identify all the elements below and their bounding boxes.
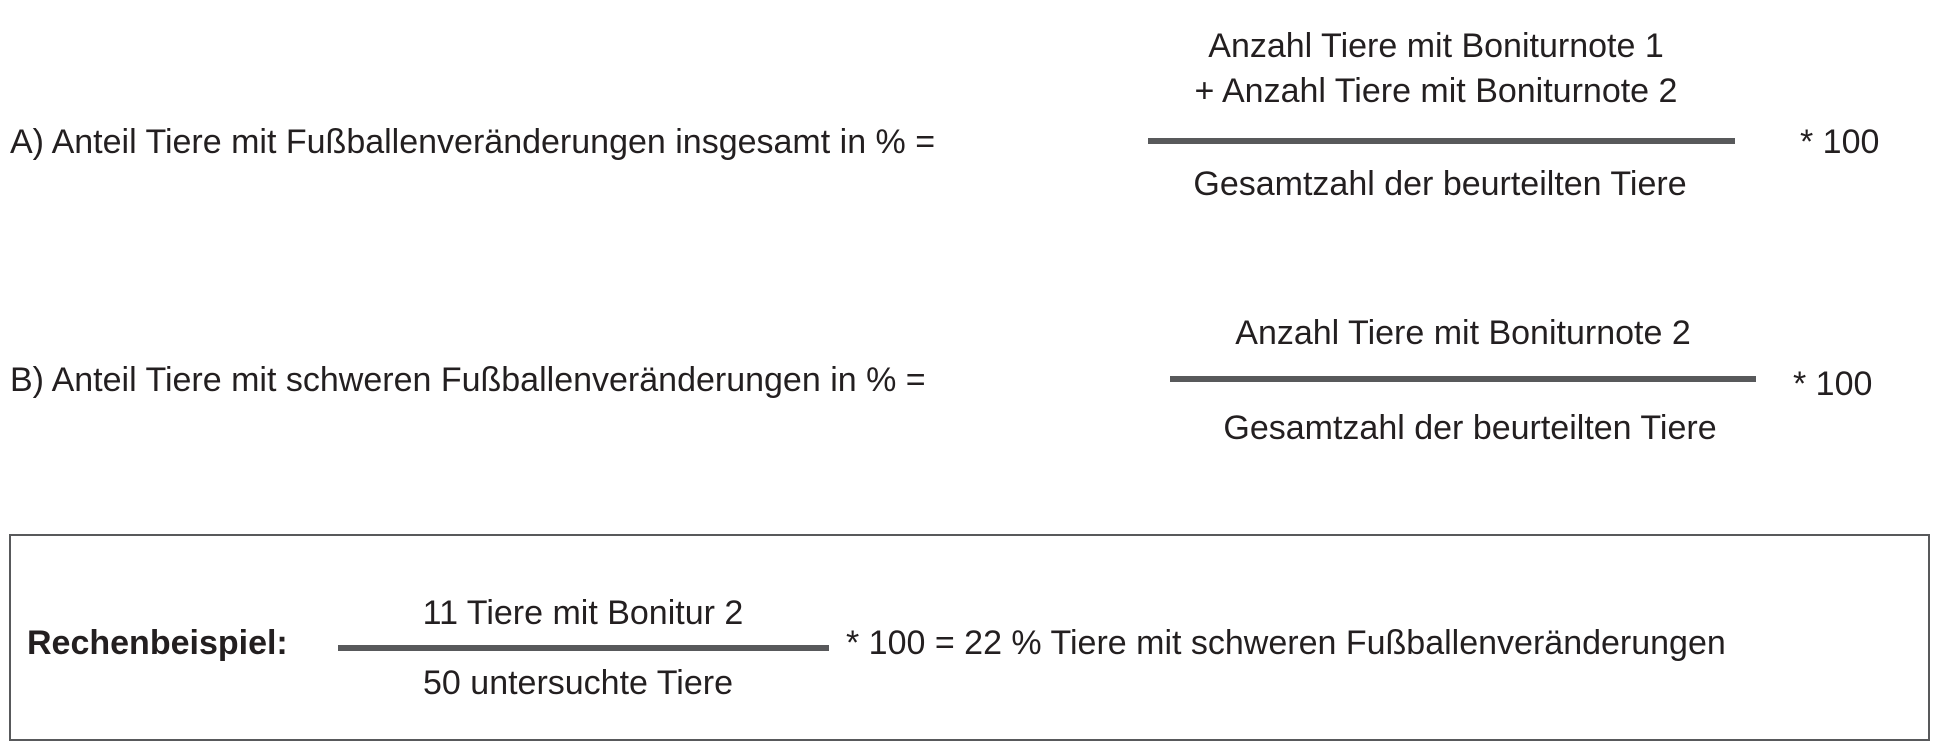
example-result: * 100 = 22 % Tiere mit schweren Fußballe… — [846, 624, 1726, 662]
formula-b-multiplier: * 100 — [1793, 365, 1873, 403]
formula-b-label: B) Anteil Tiere mit schweren Fußballenve… — [10, 361, 926, 399]
formula-a-multiplier: * 100 — [1800, 123, 1880, 161]
formula-a-numerator-line2: + Anzahl Tiere mit Boniturnote 2 — [1194, 72, 1678, 110]
formula-a-fraction-bar — [1148, 138, 1735, 144]
formula-a-denominator: Gesamtzahl der beurteilten Tiere — [1193, 165, 1687, 203]
formula-a-label: A) Anteil Tiere mit Fußballenveränderung… — [10, 123, 936, 161]
example-denominator: 50 untersuchte Tiere — [423, 664, 733, 702]
formula-a-numerator-line1: Anzahl Tiere mit Boniturnote 1 — [1208, 27, 1664, 65]
example-fraction-bar — [338, 645, 829, 651]
example-numerator: 11 Tiere mit Bonitur 2 — [422, 594, 744, 632]
formula-b-denominator: Gesamtzahl der beurteilten Tiere — [1223, 409, 1717, 447]
formula-b-fraction-bar — [1170, 376, 1756, 382]
example-label: Rechenbeispiel: — [27, 624, 288, 662]
example-box — [9, 534, 1930, 741]
formula-b-numerator: Anzahl Tiere mit Boniturnote 2 — [1235, 314, 1691, 352]
